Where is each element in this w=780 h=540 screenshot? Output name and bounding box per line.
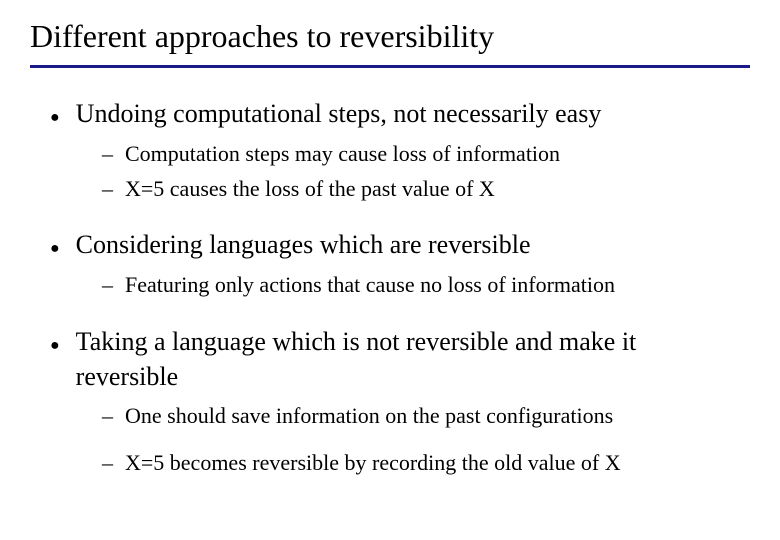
sub-list: – One should save information on the pas… bbox=[102, 402, 740, 477]
title-underline bbox=[30, 65, 750, 68]
slide-title: Different approaches to reversibility bbox=[30, 18, 750, 55]
sub-item: – X=5 becomes reversible by recording th… bbox=[102, 449, 740, 478]
bullet-text: Undoing computational steps, not necessa… bbox=[76, 96, 602, 131]
sub-text: One should save information on the past … bbox=[125, 402, 613, 431]
bullet-item: ● Undoing computational steps, not neces… bbox=[50, 96, 740, 132]
dash-marker-icon: – bbox=[102, 403, 113, 429]
bullet-marker-icon: ● bbox=[50, 104, 60, 132]
bullet-marker-icon: ● bbox=[50, 332, 60, 360]
bullet-marker-icon: ● bbox=[50, 235, 60, 263]
sub-text: Featuring only actions that cause no los… bbox=[125, 271, 615, 300]
sub-text: X=5 causes the loss of the past value of… bbox=[125, 175, 495, 204]
sub-list: – Computation steps may cause loss of in… bbox=[102, 140, 740, 203]
sub-list: – Featuring only actions that cause no l… bbox=[102, 271, 740, 300]
sub-text: Computation steps may cause loss of info… bbox=[125, 140, 560, 169]
slide-content: ● Undoing computational steps, not neces… bbox=[30, 96, 750, 477]
dash-marker-icon: – bbox=[102, 176, 113, 202]
sub-item: – Featuring only actions that cause no l… bbox=[102, 271, 740, 300]
sub-item: – Computation steps may cause loss of in… bbox=[102, 140, 740, 169]
bullet-item: ● Taking a language which is not reversi… bbox=[50, 324, 740, 394]
sub-text: X=5 becomes reversible by recording the … bbox=[125, 449, 621, 478]
dash-marker-icon: – bbox=[102, 450, 113, 476]
bullet-item: ● Considering languages which are revers… bbox=[50, 227, 740, 263]
bullet-text: Taking a language which is not reversibl… bbox=[76, 324, 740, 394]
dash-marker-icon: – bbox=[102, 272, 113, 298]
bullet-text: Considering languages which are reversib… bbox=[76, 227, 531, 262]
sub-item: – One should save information on the pas… bbox=[102, 402, 740, 431]
dash-marker-icon: – bbox=[102, 141, 113, 167]
sub-item: – X=5 causes the loss of the past value … bbox=[102, 175, 740, 204]
